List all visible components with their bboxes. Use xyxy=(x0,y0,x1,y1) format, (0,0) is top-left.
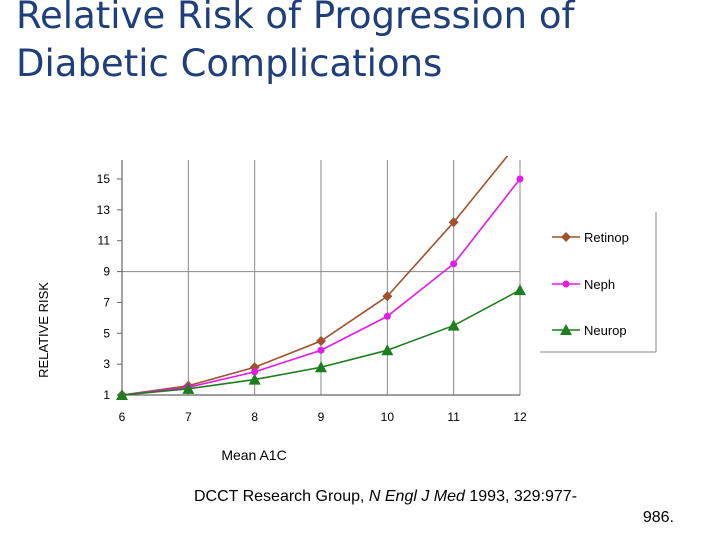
point-neurop-11 xyxy=(447,319,460,331)
y-tick-label-9: 9 xyxy=(103,265,110,279)
y-tick-label-13: 13 xyxy=(97,203,111,217)
point-neurop-8 xyxy=(248,373,261,385)
point-retinop-11 xyxy=(448,217,459,228)
point-neurop-12 xyxy=(514,284,526,296)
point-neph-11 xyxy=(450,260,458,268)
point-retinop-9 xyxy=(316,336,326,346)
y-tick-label-11: 11 xyxy=(98,234,111,248)
point-neph-12 xyxy=(516,175,524,183)
point-neurop-6 xyxy=(116,389,128,400)
y-tick-label-5: 5 xyxy=(103,326,110,340)
legend-marker-neph xyxy=(562,280,570,288)
x-tick-label-9: 9 xyxy=(318,410,325,424)
y-tick-label-15: 15 xyxy=(97,172,111,186)
x-tick-label-11: 11 xyxy=(447,410,460,424)
point-neph-8 xyxy=(251,368,259,376)
citation-journal: N Engl J Med xyxy=(368,488,465,505)
citation: DCCT Research Group, N Engl J Med 1993, … xyxy=(194,486,674,528)
legend-label-neurop: Neurop xyxy=(584,323,627,338)
point-neurop-7 xyxy=(182,382,195,394)
citation-details: 1993, 329:977- xyxy=(464,488,578,505)
y-tick-label-1: 1 xyxy=(103,388,110,402)
point-neph-10 xyxy=(383,312,391,320)
legend-label-retinop: Retinop xyxy=(584,230,629,245)
grid-lines xyxy=(122,160,521,395)
x-axis-label: Mean A1C xyxy=(221,447,286,463)
point-neurop-9 xyxy=(315,361,327,373)
citation-details-continued: 986. xyxy=(642,509,674,526)
y-tick-label-3: 3 xyxy=(103,357,110,371)
x-tick-label-10: 10 xyxy=(381,410,395,424)
citation-authors: DCCT Research Group, xyxy=(194,488,369,505)
point-neph-9 xyxy=(317,346,325,354)
legend-marker-retinop xyxy=(561,232,571,242)
axes xyxy=(121,160,520,396)
x-tick-label-8: 8 xyxy=(251,410,258,424)
y-axis-label: RELATIVE RISK xyxy=(36,282,51,378)
x-tick-label-7: 7 xyxy=(185,410,192,424)
citation-line-1: DCCT Research Group, N Engl J Med 1993, … xyxy=(194,486,674,507)
x-tick-label-12: 12 xyxy=(513,410,527,424)
point-retinop-10 xyxy=(382,291,393,302)
slide-title-line-2: Diabetic Complications xyxy=(16,42,443,85)
data-series xyxy=(116,156,526,400)
slide-title: Relative Risk of Progression of Diabetic… xyxy=(16,0,696,88)
x-tick-label-6: 6 xyxy=(119,410,126,424)
slide-title-line-1: Relative Risk of Progression of xyxy=(16,0,575,37)
legend-marker-neurop xyxy=(560,324,572,335)
y-tick-label-7: 7 xyxy=(103,295,110,309)
legend: Retinop Neph Neurop xyxy=(540,212,657,353)
legend-label-neph: Neph xyxy=(584,277,615,292)
point-neurop-10 xyxy=(381,344,394,356)
